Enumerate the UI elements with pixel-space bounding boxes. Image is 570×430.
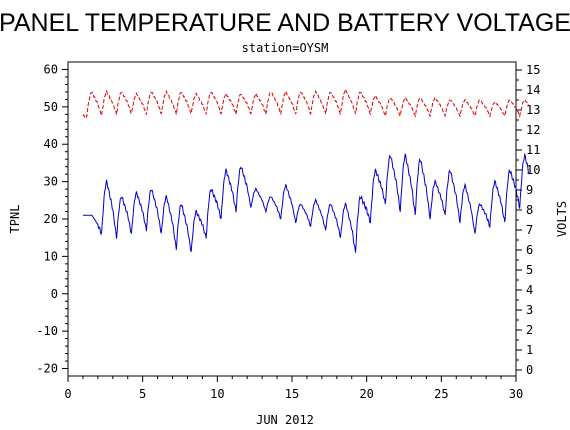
series-layer [82, 87, 531, 253]
left-tick-label: 40 [44, 137, 58, 151]
right-tick-label: 7 [526, 223, 533, 237]
right-tick-label: 13 [526, 103, 540, 117]
left-axis-label: TPNL [8, 205, 22, 234]
temperature-series-line [82, 152, 531, 253]
plot-frame [67, 61, 517, 377]
x-tick-label: 5 [139, 387, 146, 401]
right-tick-label: 5 [526, 263, 533, 277]
left-tick-label: -10 [36, 324, 58, 338]
left-tick-label: 20 [44, 212, 58, 226]
right-tick-label: 6 [526, 243, 533, 257]
x-tick-label: 10 [210, 387, 224, 401]
right-tick-label: 14 [526, 83, 540, 97]
x-tick-label: 25 [434, 387, 448, 401]
right-axis-label: VOLTS [555, 201, 569, 237]
x-axis-label: JUN 2012 [256, 413, 314, 427]
right-tick-label: 15 [526, 63, 540, 77]
voltage-series-line [82, 87, 530, 119]
right-tick-label: 0 [526, 363, 533, 377]
x-tick-label: 20 [359, 387, 373, 401]
left-axis: -20 -10 0 10 20 30 40 50 60 [36, 62, 68, 376]
left-tick-label: 10 [44, 249, 58, 263]
right-tick-label: 12 [526, 123, 540, 137]
left-tick-label: 0 [51, 287, 58, 301]
right-tick-label: 11 [526, 143, 540, 157]
left-tick-label: -20 [36, 362, 58, 376]
right-tick-label: 4 [526, 283, 533, 297]
right-tick-label: 1 [526, 343, 533, 357]
x-tick-label: 15 [285, 387, 299, 401]
chart-subtitle: station=OYSM [242, 41, 329, 55]
right-tick-label: 9 [526, 183, 533, 197]
left-tick-label: 60 [44, 62, 58, 76]
right-tick-label: 8 [526, 203, 533, 217]
right-tick-label: 2 [526, 323, 533, 337]
right-tick-label: 3 [526, 303, 533, 317]
x-axis: 0 5 10 15 20 25 30 [64, 376, 523, 401]
x-tick-label: 0 [64, 387, 71, 401]
chart-title: PANEL TEMPERATURE AND BATTERY VOLTAGE [0, 9, 570, 37]
left-tick-label: 30 [44, 175, 58, 189]
x-tick-label: 30 [509, 387, 523, 401]
left-tick-label: 50 [44, 100, 58, 114]
